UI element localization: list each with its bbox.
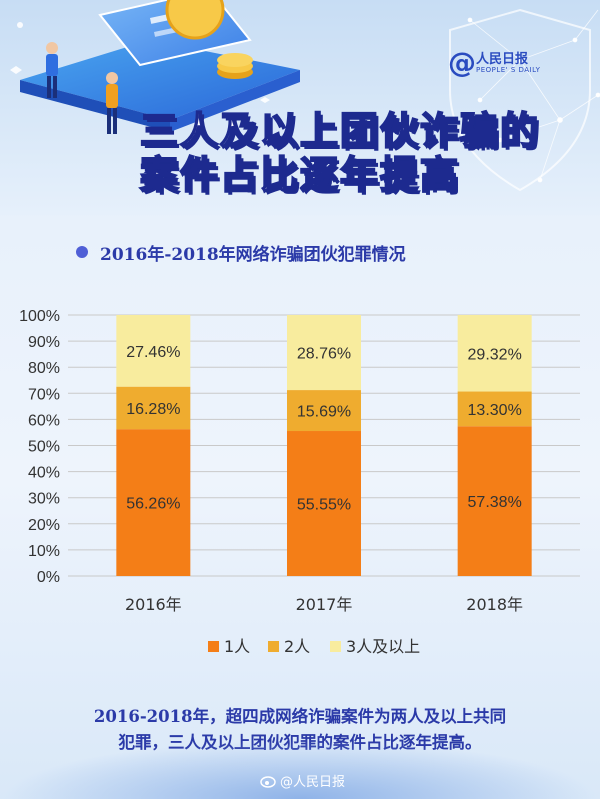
logo-english-name: PEOPLE' S DAILY [476, 66, 541, 74]
x-tick-label: 2017年 [296, 595, 353, 614]
legend-label: 3人及以上 [346, 637, 420, 656]
bar-segment [287, 431, 361, 576]
y-tick-label: 90% [28, 334, 60, 351]
y-tick-label: 100% [19, 308, 60, 325]
bar-segment [457, 426, 532, 576]
bar-segment [116, 386, 191, 430]
hero-illustration: @ 人民日报 PEOPLE' S DAILY [0, 0, 600, 215]
y-tick-label: 10% [28, 543, 60, 560]
bullet-icon [76, 246, 88, 258]
peoples-daily-logo: @ 人民日报 PEOPLE' S DAILY [448, 46, 568, 80]
legend-swatch [268, 641, 279, 652]
x-tick-label: 2018年 [466, 595, 523, 614]
headline-part: 三人及以上团伙 [139, 108, 421, 154]
y-tick-label: 80% [28, 360, 60, 377]
bar-segment [116, 429, 191, 576]
y-tick-label: 30% [28, 491, 60, 508]
data-label: 15.69% [297, 404, 351, 421]
data-label: 56.26% [126, 496, 180, 513]
headline-part: 的 [499, 108, 541, 154]
weibo-icon [260, 776, 276, 788]
headline-highlight: 诈骗 [419, 108, 501, 154]
watermark: @人民日报 [260, 771, 345, 790]
y-tick-label: 0% [37, 569, 60, 586]
at-icon: @ [448, 46, 476, 79]
y-tick-label: 40% [28, 465, 60, 482]
legend-label: 2人 [284, 637, 310, 656]
y-tick-label: 50% [28, 439, 60, 456]
legend-label: 1人 [224, 637, 250, 656]
bar-segment [287, 390, 361, 432]
bar-segment [116, 315, 191, 387]
chart-subtitle-row: 2016年-2018年网络诈骗团伙犯罪情况 [76, 240, 576, 265]
data-label: 29.32% [468, 346, 522, 363]
data-label: 27.46% [126, 344, 180, 361]
y-tick-label: 60% [28, 412, 60, 429]
chart-subtitle: 2016年-2018年网络诈骗团伙犯罪情况 [100, 245, 406, 265]
y-tick-label: 20% [28, 517, 60, 534]
bar-segment [287, 315, 361, 391]
stacked-bar-chart: 0% 10% 20% 30% 40% 50% 60% 70% 80% 90% 100% 56.26% 1… [19, 308, 580, 656]
data-label: 57.38% [468, 494, 522, 511]
watermark-text: @人民日报 [280, 775, 346, 790]
logo-name: 人民日报 [476, 52, 529, 67]
x-tick-label: 2016年 [125, 595, 182, 614]
data-label: 28.76% [297, 346, 351, 363]
footnote-line-1: 2016-2018年，超四成网络诈骗案件为两人及以上共同 [93, 707, 507, 726]
bar-segment [457, 315, 532, 392]
legend-swatch [330, 641, 341, 652]
legend-swatch [208, 641, 219, 652]
bottom-glow [0, 740, 600, 799]
bar-segment [457, 391, 532, 427]
headline-line-1: 三人及以上团伙诈骗的 [139, 100, 580, 155]
data-label: 16.28% [126, 401, 180, 418]
y-tick-label: 70% [28, 386, 60, 403]
headline-line-2: 案件占比逐年提高 [139, 152, 461, 198]
hero-artwork [0, 0, 600, 215]
data-label: 13.30% [468, 402, 522, 419]
data-label: 55.55% [297, 497, 351, 514]
